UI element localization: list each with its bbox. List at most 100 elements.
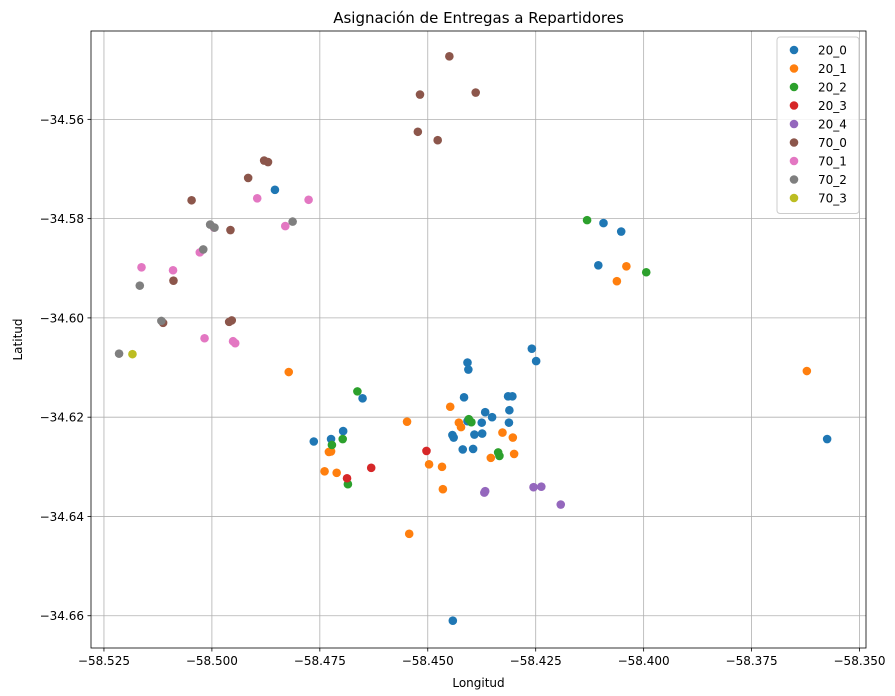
data-point bbox=[498, 428, 507, 437]
legend-label: 20_2 bbox=[818, 81, 847, 95]
data-point bbox=[495, 451, 504, 461]
data-points bbox=[114, 52, 832, 625]
data-point bbox=[320, 466, 329, 476]
x-tick-label: −58.375 bbox=[726, 654, 778, 668]
legend-marker bbox=[789, 101, 799, 110]
data-point bbox=[280, 221, 290, 231]
data-point bbox=[128, 349, 137, 359]
data-point bbox=[366, 463, 376, 473]
series-20_1 bbox=[284, 261, 812, 539]
x-tick-label: −58.400 bbox=[618, 654, 670, 668]
data-point bbox=[210, 223, 219, 232]
series-20_3 bbox=[342, 446, 431, 483]
data-point bbox=[471, 88, 480, 97]
data-point bbox=[252, 193, 262, 203]
data-point bbox=[594, 260, 603, 270]
data-point bbox=[470, 430, 479, 439]
x-tick-label: −58.425 bbox=[510, 654, 562, 668]
y-tick-label: −34.66 bbox=[40, 609, 84, 623]
legend-marker bbox=[789, 45, 799, 55]
data-point bbox=[445, 52, 454, 61]
data-point bbox=[468, 444, 478, 454]
data-point bbox=[464, 365, 473, 374]
data-point bbox=[599, 218, 608, 228]
x-tick-label: −58.475 bbox=[294, 654, 346, 668]
data-point bbox=[332, 468, 341, 478]
data-point bbox=[537, 482, 546, 491]
data-point bbox=[459, 393, 469, 402]
data-point bbox=[463, 358, 472, 367]
data-point bbox=[448, 616, 458, 625]
data-point bbox=[168, 265, 178, 275]
data-point bbox=[449, 433, 458, 442]
y-tick-label: −34.64 bbox=[40, 510, 84, 524]
data-point bbox=[556, 500, 566, 509]
data-point bbox=[622, 261, 631, 271]
data-point bbox=[338, 434, 348, 444]
data-point bbox=[288, 217, 297, 226]
data-point bbox=[486, 453, 496, 463]
data-point bbox=[137, 262, 146, 272]
data-point bbox=[509, 449, 519, 459]
data-point bbox=[353, 387, 362, 396]
data-point bbox=[456, 422, 466, 432]
data-point bbox=[422, 446, 431, 456]
data-point bbox=[304, 195, 313, 205]
legend-label: 20_4 bbox=[818, 118, 847, 132]
data-point bbox=[324, 447, 334, 457]
legend-label: 20_0 bbox=[818, 44, 847, 58]
y-axis-title: Latitud bbox=[11, 318, 25, 360]
data-point bbox=[802, 366, 812, 376]
data-point bbox=[198, 245, 208, 254]
data-point bbox=[338, 426, 348, 436]
data-point bbox=[582, 215, 592, 225]
data-point bbox=[224, 317, 234, 327]
data-point bbox=[415, 90, 425, 99]
chart-title: Asignación de Entregas a Repartidores bbox=[333, 9, 624, 27]
legend-label: 20_3 bbox=[818, 99, 847, 113]
data-point bbox=[612, 276, 622, 286]
data-point bbox=[438, 484, 448, 494]
data-point bbox=[480, 407, 490, 417]
x-tick-label: −58.525 bbox=[78, 654, 130, 668]
legend-marker bbox=[789, 82, 799, 92]
axis-ticks: −58.525 −58.500 −58.475 −58.450 −58.425 −58.4… bbox=[40, 113, 886, 668]
data-point bbox=[424, 460, 434, 469]
x-tick-label: −58.350 bbox=[834, 654, 886, 668]
legend-box bbox=[776, 36, 860, 214]
y-tick-label: −34.62 bbox=[40, 411, 84, 425]
data-point bbox=[309, 437, 319, 446]
x-tick-label: −58.450 bbox=[402, 654, 454, 668]
data-point bbox=[433, 135, 442, 145]
legend-marker bbox=[789, 156, 799, 166]
data-point bbox=[187, 195, 196, 205]
data-point bbox=[243, 173, 253, 183]
legend-marker bbox=[789, 193, 799, 203]
legend-label: 70_2 bbox=[818, 173, 847, 187]
y-tick-label: −34.56 bbox=[40, 113, 84, 127]
data-point bbox=[822, 434, 832, 444]
data-point bbox=[270, 185, 280, 195]
data-point bbox=[445, 402, 455, 412]
series-70_3 bbox=[128, 349, 137, 359]
plot-frame bbox=[90, 30, 867, 649]
legend-label: 70_0 bbox=[818, 136, 847, 150]
data-point bbox=[529, 482, 538, 492]
data-point bbox=[342, 473, 352, 483]
data-point bbox=[135, 281, 145, 290]
grid-lines bbox=[91, 31, 866, 648]
data-point bbox=[157, 316, 166, 326]
data-point bbox=[527, 344, 537, 353]
data-point bbox=[327, 440, 337, 450]
data-point bbox=[508, 433, 518, 442]
data-point bbox=[402, 417, 412, 426]
data-point bbox=[487, 412, 497, 422]
data-point bbox=[404, 529, 414, 539]
legend-label: 70_3 bbox=[818, 192, 847, 206]
data-point bbox=[505, 405, 514, 415]
data-point bbox=[358, 394, 367, 403]
data-point bbox=[504, 418, 514, 427]
series-20_4 bbox=[480, 482, 566, 509]
